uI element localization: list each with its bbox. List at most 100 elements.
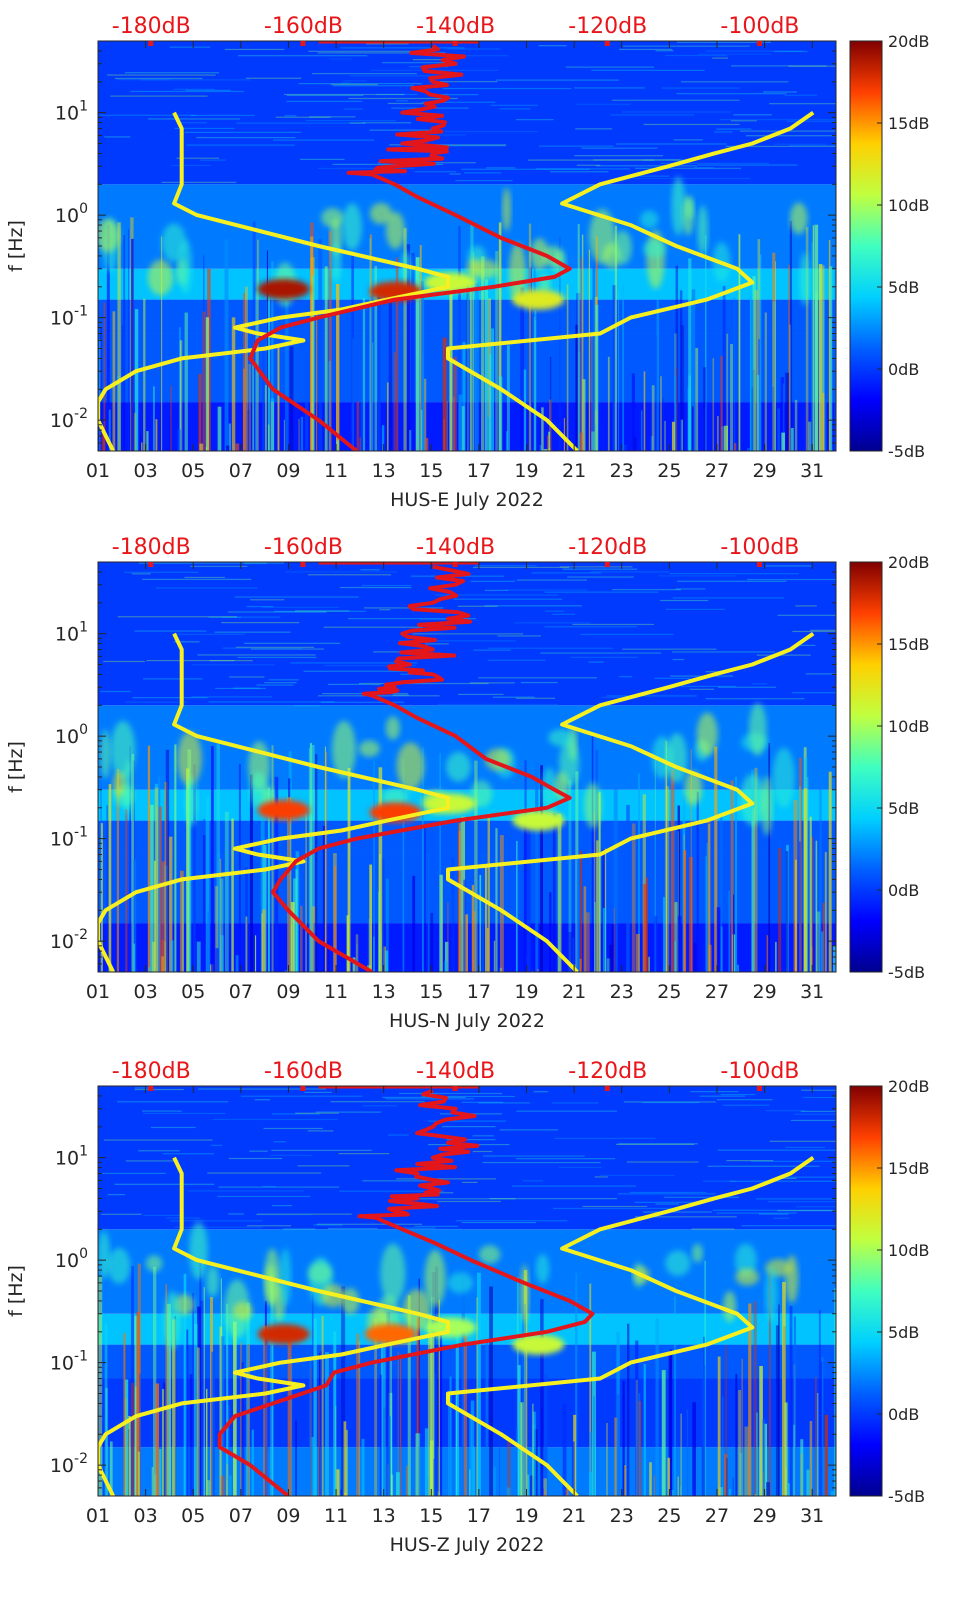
x-tick-label: 05 — [181, 460, 205, 482]
x-tick-label: 27 — [705, 1505, 729, 1527]
panel-hus-e: 01 03 05 07 09 11 13 15 17 19 21 23 25 27 29 31 HUS-E Ju… — [5, 14, 930, 511]
spectrogram-band — [98, 820, 836, 855]
db-axis-label: -160dB — [264, 535, 343, 560]
x-tick-label: 31 — [800, 1505, 824, 1527]
x-tick-label: 21 — [562, 981, 586, 1003]
median-psd-line — [217, 1088, 595, 1496]
spectrogram-hotspot — [512, 289, 565, 310]
db-axis-label: -100dB — [720, 535, 799, 560]
db-tick — [300, 562, 306, 567]
x-tick-label: 19 — [514, 460, 538, 482]
db-axis-label: -180dB — [112, 535, 191, 560]
spectrogram-band — [98, 41, 836, 185]
db-axis-label: -140dB — [416, 535, 495, 560]
colorbar-tick-label: 20dB — [888, 1077, 930, 1096]
x-tick-label: 25 — [657, 981, 681, 1003]
x-tick-label: 25 — [657, 1505, 681, 1527]
x-tick-label: 09 — [276, 1505, 300, 1527]
x-tick-label: 23 — [610, 1505, 634, 1527]
panel-hus-z: 01 03 05 07 09 11 13 15 17 19 21 23 25 27 29 31 HUS-Z Ju… — [5, 1059, 930, 1556]
colorbar-tick-label: 5dB — [888, 1323, 919, 1342]
db-tick — [756, 1086, 762, 1091]
x-axis-label: HUS-E July 2022 — [390, 489, 544, 511]
noise-model-nhnm-line — [446, 1155, 815, 1496]
spectrogram-texture — [98, 1087, 836, 1496]
colorbar-tick-label: -5dB — [888, 442, 925, 461]
y-tick-label: 10-2 — [50, 1451, 88, 1477]
spectrogram-image — [98, 41, 836, 451]
y-tick-label: 10-1 — [50, 1349, 88, 1375]
db-tick — [300, 1086, 306, 1091]
colorbar-tick-label: 0dB — [888, 360, 919, 379]
x-tick-label: 13 — [372, 981, 396, 1003]
colorbar-tick-label: 20dB — [888, 32, 930, 51]
y-tick-label: 101 — [55, 1144, 88, 1170]
spectrogram-hotspot — [257, 279, 310, 300]
colorbar-tick-label: 15dB — [888, 635, 930, 654]
x-tick-label: 03 — [134, 1505, 158, 1527]
db-axis-label: -100dB — [720, 14, 799, 39]
noise-model-nhnm-line — [446, 110, 815, 451]
colorbar-tick-label: -5dB — [888, 963, 925, 982]
y-tick-label: 10-1 — [50, 304, 88, 330]
db-axis-label: -160dB — [264, 14, 343, 39]
x-tick-label: 01 — [86, 1505, 110, 1527]
y-tick-label: 100 — [55, 1246, 88, 1272]
spectrogram-hotspot — [512, 810, 565, 831]
x-tick-label: 09 — [276, 460, 300, 482]
x-tick-label: 05 — [181, 981, 205, 1003]
db-tick — [756, 562, 762, 567]
noise-model-nlnm-line — [98, 1156, 450, 1496]
db-axis-label: -180dB — [112, 1059, 191, 1084]
colorbar-tick-label: 15dB — [888, 1159, 930, 1178]
y-tick-label: 100 — [55, 201, 88, 227]
x-tick-label: 15 — [419, 1505, 443, 1527]
y-tick-label: 101 — [55, 620, 88, 646]
x-tick-label: 29 — [752, 981, 776, 1003]
x-tick-label: 15 — [419, 981, 443, 1003]
x-tick-label: 13 — [372, 460, 396, 482]
colorbar-tick-label: 20dB — [888, 553, 930, 572]
x-tick-label: 31 — [800, 460, 824, 482]
y-tick-label: 10-2 — [50, 406, 88, 432]
x-tick-label: 11 — [324, 1505, 348, 1527]
x-tick-label: 31 — [800, 981, 824, 1003]
x-tick-label: 07 — [229, 460, 253, 482]
colorbar-tick-label: 10dB — [888, 196, 930, 215]
spectrogram-texture — [98, 41, 836, 451]
spectrogram-hotspot — [512, 1334, 565, 1355]
db-axis-label: -160dB — [264, 1059, 343, 1084]
x-tick-label: 11 — [324, 460, 348, 482]
x-tick-label: 09 — [276, 981, 300, 1003]
colorbar-tick-label: 10dB — [888, 717, 930, 736]
db-axis-label: -140dB — [416, 14, 495, 39]
colorbar-tick-label: 15dB — [888, 114, 930, 133]
db-tick — [604, 562, 610, 567]
colorbar-tick-label: 5dB — [888, 799, 919, 818]
x-tick-label: 21 — [562, 460, 586, 482]
x-tick-label: 29 — [752, 1505, 776, 1527]
db-tick — [604, 1086, 610, 1091]
x-tick-label: 07 — [229, 1505, 253, 1527]
spectrogram-image — [98, 1086, 836, 1496]
db-tick — [148, 41, 154, 46]
colorbar — [849, 40, 883, 452]
x-tick-label: 21 — [562, 1505, 586, 1527]
spectrogram-hotspot — [257, 800, 310, 821]
x-tick-label: 23 — [610, 460, 634, 482]
panel-hus-n: 01 03 05 07 09 11 13 15 17 19 21 23 25 27 29 31 HUS-N Ju… — [5, 535, 930, 1032]
colorbar-tick-label: 5dB — [888, 278, 919, 297]
x-tick-label: 25 — [657, 460, 681, 482]
db-tick — [452, 562, 458, 567]
db-axis-label: -140dB — [416, 1059, 495, 1084]
db-axis-label: -120dB — [568, 14, 647, 39]
y-tick-label: 10-1 — [50, 825, 88, 851]
db-tick — [452, 41, 458, 46]
x-tick-label: 03 — [134, 460, 158, 482]
spectrogram-band — [98, 1086, 836, 1230]
noise-model-nlnm-line — [98, 111, 450, 451]
x-tick-label: 13 — [372, 1505, 396, 1527]
y-tick-label: 100 — [55, 722, 88, 748]
median-psd-line — [248, 44, 572, 451]
